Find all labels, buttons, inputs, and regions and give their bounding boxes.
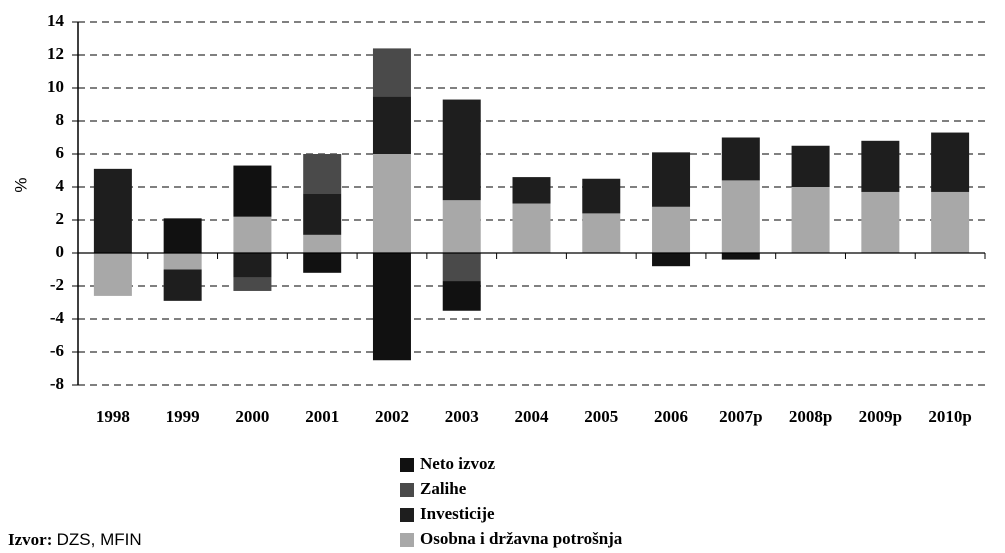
y-tick-label: 4 bbox=[56, 176, 65, 195]
x-tick-label: 2004 bbox=[515, 407, 550, 426]
y-tick-label: 0 bbox=[56, 242, 65, 261]
y-tick-label: 10 bbox=[47, 77, 64, 96]
x-tick-label: 2002 bbox=[375, 407, 409, 426]
bar-segment bbox=[791, 187, 830, 253]
bar-segment bbox=[512, 203, 551, 253]
source-text: DZS, MFIN bbox=[57, 530, 142, 549]
source: Izvor: DZS, MFIN bbox=[8, 530, 142, 550]
y-axis-label: % bbox=[11, 177, 30, 192]
bar-segment bbox=[442, 99, 481, 201]
legend-swatch bbox=[400, 533, 414, 547]
bar-segment bbox=[582, 213, 621, 253]
legend-label: Zalihe bbox=[420, 479, 467, 498]
y-tick-label: 12 bbox=[47, 44, 64, 63]
legend-swatch bbox=[400, 458, 414, 472]
y-tick-label: 2 bbox=[56, 209, 65, 228]
y-tick-label: -6 bbox=[50, 341, 64, 360]
bar-segment bbox=[791, 145, 830, 187]
x-tick-label: 1998 bbox=[96, 407, 130, 426]
bar-segment bbox=[163, 269, 202, 301]
bar-segment bbox=[372, 48, 411, 97]
x-tick-label: 2010p bbox=[928, 407, 971, 426]
x-tick-label: 1999 bbox=[166, 407, 200, 426]
y-tick-label: -8 bbox=[50, 374, 64, 393]
legend-label: Neto izvoz bbox=[420, 454, 496, 473]
legend-swatch bbox=[400, 508, 414, 522]
bar-segment bbox=[163, 218, 202, 253]
bar-segment bbox=[233, 277, 272, 291]
bar-segment bbox=[372, 96, 411, 154]
bar-segment bbox=[303, 234, 342, 253]
bar-segment bbox=[233, 253, 272, 278]
bar-segment bbox=[303, 253, 342, 273]
bar-segment bbox=[931, 132, 970, 192]
bar-segment bbox=[652, 206, 691, 253]
bar-segment bbox=[372, 154, 411, 253]
bar-segment bbox=[93, 168, 132, 253]
bar-segment bbox=[233, 165, 272, 217]
bar-segment bbox=[512, 177, 551, 204]
legend-swatch bbox=[400, 483, 414, 497]
y-tick-label: 8 bbox=[56, 110, 65, 129]
bar-segment bbox=[721, 253, 760, 260]
bar-segment bbox=[721, 180, 760, 253]
bar-segment bbox=[93, 253, 132, 296]
x-tick-label: 2001 bbox=[305, 407, 339, 426]
bar-segment bbox=[582, 178, 621, 214]
y-tick-label: -2 bbox=[50, 275, 64, 294]
bar-segment bbox=[652, 253, 691, 267]
legend-label: Osobna i državna potrošnja bbox=[420, 529, 623, 548]
source-label: Izvor: bbox=[8, 530, 52, 549]
bar-segment bbox=[721, 137, 760, 181]
x-tick-label: 2007p bbox=[719, 407, 762, 426]
y-tick-label: 14 bbox=[47, 11, 65, 30]
bar-segment bbox=[931, 191, 970, 253]
bar-segment bbox=[163, 253, 202, 270]
x-tick-label: 2000 bbox=[235, 407, 269, 426]
bar-segment bbox=[442, 281, 481, 311]
bar-segment bbox=[233, 216, 272, 253]
x-tick-label: 2009p bbox=[859, 407, 902, 426]
bar-segment bbox=[303, 193, 342, 235]
bar-segment bbox=[372, 253, 411, 361]
y-tick-label: -4 bbox=[50, 308, 65, 327]
x-tick-label: 2008p bbox=[789, 407, 832, 426]
bar-segment bbox=[303, 154, 342, 194]
bar-segment bbox=[652, 152, 691, 207]
x-tick-label: 2005 bbox=[584, 407, 618, 426]
bar-segment bbox=[442, 253, 481, 282]
legend-label: Investicije bbox=[420, 504, 495, 523]
y-tick-label: 6 bbox=[56, 143, 65, 162]
x-tick-label: 2006 bbox=[654, 407, 688, 426]
bar-segment bbox=[861, 191, 900, 253]
x-tick-label: 2003 bbox=[445, 407, 479, 426]
bar-segment bbox=[442, 200, 481, 253]
bar-segment bbox=[861, 140, 900, 192]
